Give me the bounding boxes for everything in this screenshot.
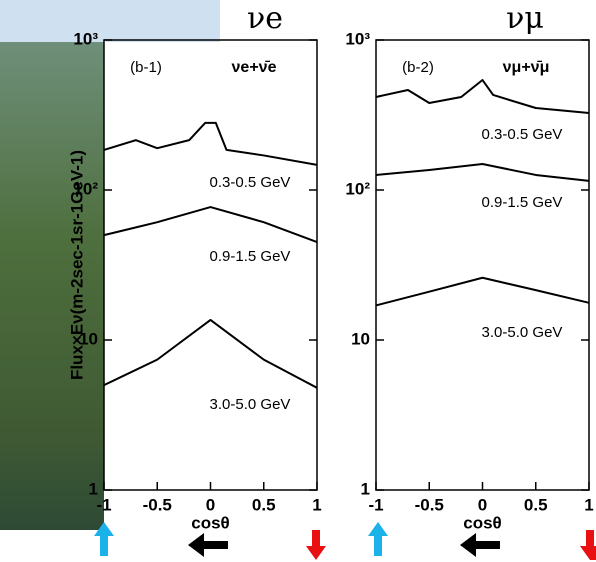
y-tick-label: 10² (345, 179, 370, 198)
y-tick-label: 10² (73, 179, 98, 198)
photo-background (0, 42, 104, 530)
y-tick-label: 10 (79, 329, 98, 348)
x-tick-label: -1 (96, 495, 111, 514)
panel: νe (b-1) νe+ν̄e Flux×Eν(m-2sec-1sr-1GeV-1) c… (67, 1, 321, 532)
x-axis-label: cosθ (191, 513, 229, 532)
series-label: 0.9-1.5 GeV (210, 248, 291, 265)
y-tick-label: 10³ (345, 29, 370, 48)
x-tick-label: 0.5 (524, 495, 548, 514)
up-arrow (368, 522, 388, 556)
x-tick-label: 1 (312, 495, 321, 514)
down-arrow (580, 530, 596, 560)
y-tick-label: 1 (89, 479, 98, 498)
x-tick-label: 0 (206, 495, 215, 514)
photo-edge (104, 40, 106, 530)
y-axis-label: Flux×Eν(m-2sec-1sr-1GeV-1) (67, 150, 86, 380)
chart-title: νe (247, 1, 283, 36)
x-tick-label: -0.5 (143, 495, 172, 514)
series-line (375, 79, 590, 115)
series-line (375, 163, 590, 182)
series-label: 0.9-1.5 GeV (482, 194, 563, 211)
panel-label: (b-2) (402, 59, 434, 76)
x-tick-label: -1 (368, 495, 383, 514)
panel: νμ (b-2) νμ+ν̄μ cosθ 1 10 10² 10³ -1 -0.5 0 0.5 1 0.3… (345, 1, 593, 532)
x-tick-label: 0.5 (252, 495, 276, 514)
up-arrow (94, 522, 114, 556)
y-tick-label: 1 (361, 479, 370, 498)
x-tick-label: -0.5 (415, 495, 444, 514)
photo-sky (0, 0, 220, 42)
series-label: 3.0-5.0 GeV (210, 396, 291, 413)
direction-arrows (94, 522, 596, 560)
y-tick-label: 10 (351, 329, 370, 348)
legend-text: νe+ν̄e (232, 59, 277, 76)
series-label: 3.0-5.0 GeV (482, 324, 563, 341)
series-label: 0.3-0.5 GeV (482, 126, 563, 143)
plot-frame (103, 39, 318, 491)
panel-label: (b-1) (130, 59, 162, 76)
plot-frame (375, 39, 590, 491)
x-axis-label: cosθ (463, 513, 501, 532)
series-line (103, 121, 318, 166)
left-arrow (460, 533, 500, 557)
y-tick-label: 10³ (73, 29, 98, 48)
down-arrow (306, 530, 326, 560)
left-arrow (188, 533, 228, 557)
series-line (103, 318, 318, 389)
x-tick-label: 1 (584, 495, 593, 514)
series-label: 0.3-0.5 GeV (210, 174, 291, 191)
chart-title: νμ (506, 1, 544, 36)
x-tick-label: 0 (478, 495, 487, 514)
series-line (375, 276, 590, 307)
legend-text: νμ+ν̄μ (503, 59, 550, 76)
series-line (103, 206, 318, 243)
